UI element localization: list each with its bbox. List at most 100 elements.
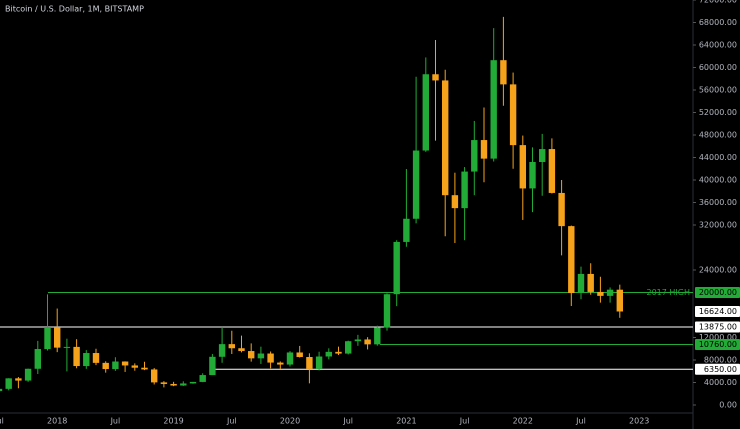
y-tick-label: 48000.00	[699, 131, 737, 140]
candle-body	[529, 162, 536, 189]
candle-body	[606, 289, 614, 296]
x-tick-label: Jul	[459, 417, 470, 426]
candle-body	[597, 291, 604, 296]
candle-body	[354, 339, 362, 342]
candle-body	[335, 351, 342, 354]
y-tick-label: 72000.00	[699, 0, 737, 5]
candle-body	[461, 171, 468, 209]
candle-body	[296, 352, 303, 358]
x-tick-label: 2023	[629, 417, 649, 426]
candle-body	[151, 369, 158, 383]
y-tick-label: 56000.00	[699, 86, 737, 95]
y-tick-label: 32000.00	[699, 221, 737, 230]
candle-body	[141, 367, 148, 370]
candle-body	[480, 140, 488, 159]
y-tick-label: 64000.00	[699, 41, 737, 50]
y-tick-label: 36000.00	[699, 198, 737, 207]
candle-body	[0, 388, 3, 392]
candle-body	[616, 289, 623, 312]
level-box	[695, 287, 740, 298]
candle-body	[170, 383, 177, 386]
y-tick-label: 0.00	[719, 401, 737, 410]
candle-body	[558, 192, 565, 227]
candle-body	[34, 349, 41, 369]
candle-body	[63, 346, 71, 348]
level-name: 2017 HIGH	[647, 288, 691, 297]
candle-body	[277, 362, 284, 365]
candle-body	[490, 60, 497, 159]
candle-body	[160, 382, 168, 384]
level-label: 10760.00	[699, 340, 737, 349]
candle-body	[471, 140, 478, 172]
candle-body	[442, 80, 449, 196]
x-tick-label: Jul	[342, 417, 353, 426]
y-tick-label: 24000.00	[699, 266, 737, 275]
candle-body	[24, 368, 32, 381]
y-tick-label: 40000.00	[699, 176, 737, 185]
x-tick-label: 2018	[47, 417, 67, 426]
x-tick-label: Jul	[226, 417, 237, 426]
candle-body	[121, 361, 129, 366]
candle-body	[131, 365, 138, 368]
candle-body	[15, 378, 22, 381]
candle-body	[548, 149, 556, 193]
level-box	[695, 321, 740, 333]
candle-body	[189, 381, 197, 384]
candle-body	[257, 353, 265, 359]
candle-body	[364, 339, 371, 345]
candle-body	[315, 356, 323, 369]
candle-body	[267, 353, 274, 363]
y-tick-label: 12000.00	[699, 333, 737, 342]
candle-body	[568, 226, 575, 294]
x-tick-label: 2020	[280, 417, 300, 426]
level-box	[695, 338, 740, 350]
candle-body	[500, 60, 507, 85]
candle-body	[92, 353, 100, 363]
candle-body	[238, 348, 245, 352]
y-tick-label: 8000.00	[704, 356, 737, 365]
candle-body	[393, 241, 400, 295]
candle-body	[248, 351, 255, 359]
level-label: 13875.00	[699, 322, 737, 331]
candle-body	[44, 327, 51, 350]
x-tick-label: 2022	[513, 417, 533, 426]
candle-body	[286, 352, 294, 365]
y-tick-label: 60000.00	[699, 63, 737, 72]
y-tick-label: 44000.00	[699, 153, 737, 162]
candle-body	[374, 327, 381, 345]
x-tick-label: 2019	[163, 417, 183, 426]
x-tick-label: Jul	[575, 417, 586, 426]
candle-body	[422, 74, 429, 151]
candle-body	[228, 344, 235, 349]
candle-body	[5, 378, 12, 389]
candle-body	[73, 346, 80, 367]
candle-body	[451, 195, 459, 209]
candle-body	[218, 344, 226, 357]
candle-body	[539, 149, 546, 162]
x-tick-label: 2021	[396, 417, 416, 426]
candle-body	[519, 145, 526, 189]
candle-body	[102, 362, 109, 370]
candle-body	[403, 218, 410, 242]
y-tick-label: 4000.00	[704, 378, 737, 387]
candle-body	[432, 74, 439, 81]
level-label: 20000.00	[699, 288, 737, 297]
candle-body	[180, 383, 187, 386]
candle-body	[577, 273, 585, 294]
x-tick-label: Jul	[0, 417, 4, 426]
level-box	[695, 363, 740, 375]
candle-body	[306, 357, 313, 369]
last-price-label: 16624.00	[699, 307, 737, 316]
chart-title: Bitcoin / U.S. Dollar, 1M, BITSTAMP	[5, 5, 144, 14]
candle-body	[587, 273, 594, 292]
candle-body	[509, 84, 517, 146]
candle-body	[325, 351, 332, 357]
y-tick-label: 52000.00	[699, 108, 737, 117]
x-tick-label: Jul	[110, 417, 121, 426]
level-label: 6350.00	[704, 365, 737, 374]
y-tick-label: 68000.00	[699, 18, 737, 27]
candle-body	[209, 356, 216, 376]
candle-body	[54, 327, 61, 348]
